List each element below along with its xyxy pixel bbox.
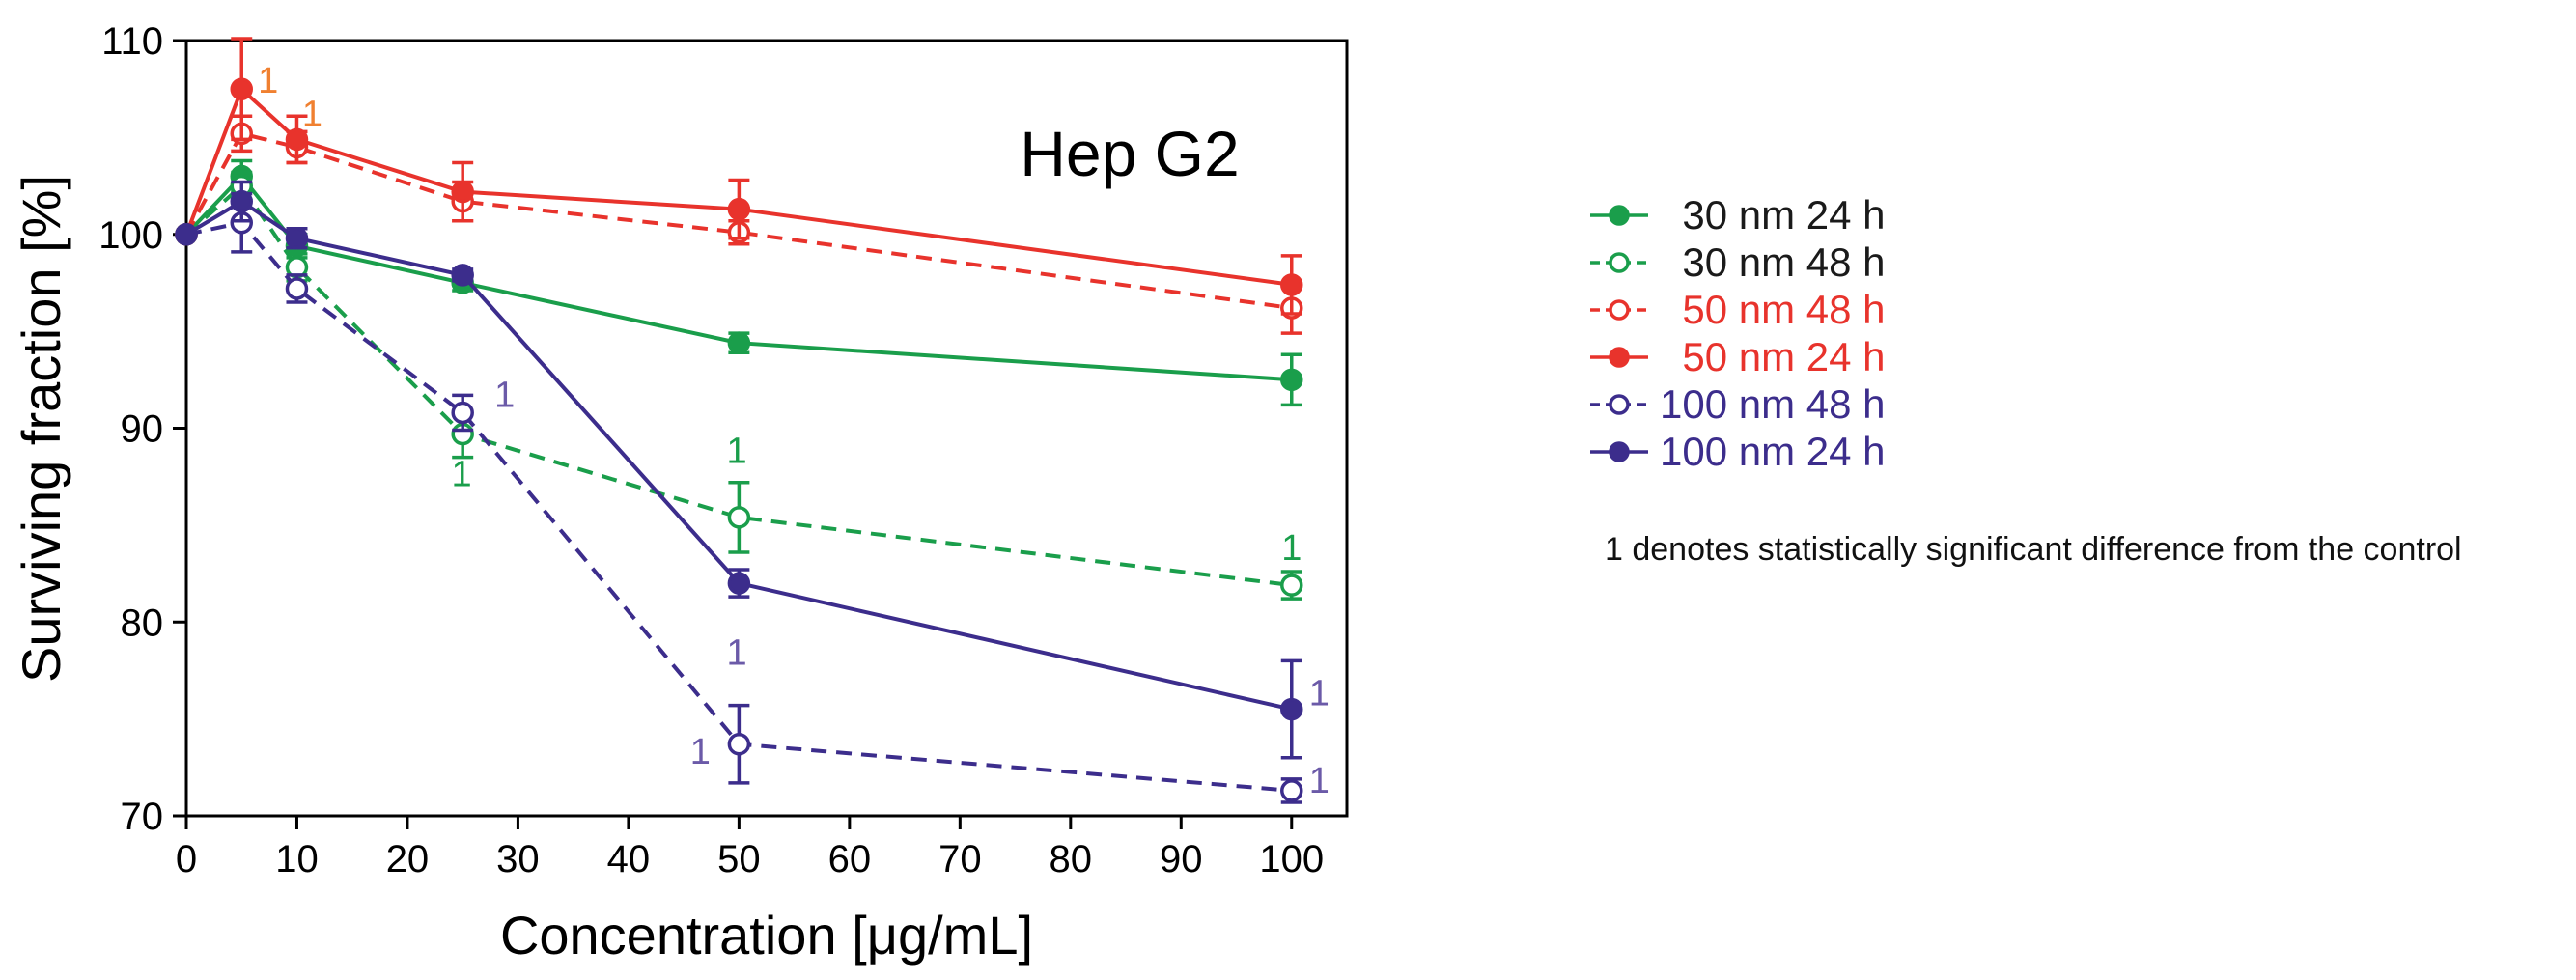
legend-swatch-50nm-48h xyxy=(1590,298,1648,321)
data-point xyxy=(1280,697,1303,721)
significance-marker: 1 xyxy=(302,94,322,134)
significance-note: 1 denotes statistically significant diff… xyxy=(1605,531,2462,568)
data-point xyxy=(1280,368,1303,392)
y-tick-label: 80 xyxy=(121,602,164,644)
data-point xyxy=(727,506,751,529)
x-axis-title: Concentration [μg/mL] xyxy=(500,905,1033,966)
legend-swatch-100nm-48h xyxy=(1590,393,1648,415)
significance-marker: 1 xyxy=(1309,674,1330,714)
legend-label: 100 nm 48 h xyxy=(1660,380,1886,427)
series xyxy=(175,37,1303,316)
significance-marker: 1 xyxy=(1309,761,1330,801)
x-tick-label: 30 xyxy=(496,838,540,881)
legend-label: 50 nm 48 h xyxy=(1660,286,1886,332)
legend-label: 50 nm 24 h xyxy=(1660,333,1886,379)
significance-marker: 1 xyxy=(1281,528,1302,569)
series xyxy=(175,180,1303,760)
legend-item: 100 nm 24 h xyxy=(1588,428,1886,475)
x-tick-label: 20 xyxy=(386,838,430,881)
x-tick-label: 80 xyxy=(1050,838,1093,881)
y-tick-label: 90 xyxy=(121,408,164,451)
significance-marker: 1 xyxy=(690,732,711,772)
data-point xyxy=(285,127,309,152)
series-line xyxy=(184,85,1293,287)
data-point xyxy=(727,572,751,595)
data-point xyxy=(451,180,474,204)
legend-swatch-30nm-24h xyxy=(1590,204,1648,226)
legend-label: 30 nm 48 h xyxy=(1660,238,1886,285)
data-point xyxy=(1280,779,1303,802)
legend-item: 50 nm 48 h xyxy=(1588,286,1886,333)
data-point xyxy=(1280,273,1303,296)
data-point xyxy=(230,77,253,100)
axes: 0 10 20 30 40 50 60 70 80 90 100 70 80 90 100 110 xyxy=(98,20,1324,881)
x-tick-label: 10 xyxy=(275,838,319,881)
data-point xyxy=(1280,574,1303,597)
panel-title: Hep G2 xyxy=(1020,118,1239,189)
legend-swatch-100nm-24h xyxy=(1590,440,1648,462)
legend-label: 100 nm 24 h xyxy=(1660,428,1886,474)
legend-item: 100 nm 48 h xyxy=(1588,380,1886,428)
significance-marker: 1 xyxy=(494,375,515,415)
data-point xyxy=(727,197,751,221)
legend-swatch-30nm-48h xyxy=(1590,251,1648,273)
data-point xyxy=(451,401,474,425)
x-tick-label: 90 xyxy=(1160,838,1203,881)
legend-label: 30 nm 24 h xyxy=(1660,191,1886,238)
y-tick-label: 110 xyxy=(101,20,163,63)
data-point xyxy=(175,223,198,246)
x-tick-label: 100 xyxy=(1259,838,1324,881)
series-line xyxy=(184,131,1293,310)
legend-item: 30 nm 48 h xyxy=(1588,238,1886,286)
x-tick-label: 50 xyxy=(717,838,761,881)
x-tick-label: 60 xyxy=(828,838,872,881)
series-layer xyxy=(175,37,1303,804)
series xyxy=(175,191,1303,804)
significance-marker: 1 xyxy=(451,455,471,495)
legend: 30 nm 24 h 30 nm 48 h 50 nm 48 h 50 nm 2… xyxy=(1588,191,1886,475)
significance-marker: 1 xyxy=(727,632,747,673)
data-point xyxy=(727,331,751,354)
data-point xyxy=(285,227,309,250)
significance-marker: 1 xyxy=(727,432,747,472)
data-point xyxy=(727,732,751,756)
x-tick-label: 40 xyxy=(607,838,651,881)
legend-item: 50 nm 24 h xyxy=(1588,333,1886,380)
y-axis-title: Surviving fraction [%] xyxy=(11,175,71,683)
y-tick-label: 100 xyxy=(98,214,163,257)
data-point xyxy=(230,189,253,213)
x-tick-label: 70 xyxy=(938,838,982,881)
x-tick-label: 0 xyxy=(176,838,197,881)
significance-marker: 1 xyxy=(258,61,278,101)
legend-swatch-50nm-24h xyxy=(1590,346,1648,368)
legend-item: 30 nm 24 h xyxy=(1588,191,1886,238)
data-point xyxy=(285,277,309,300)
data-point xyxy=(451,264,474,287)
y-tick-label: 70 xyxy=(121,796,164,838)
